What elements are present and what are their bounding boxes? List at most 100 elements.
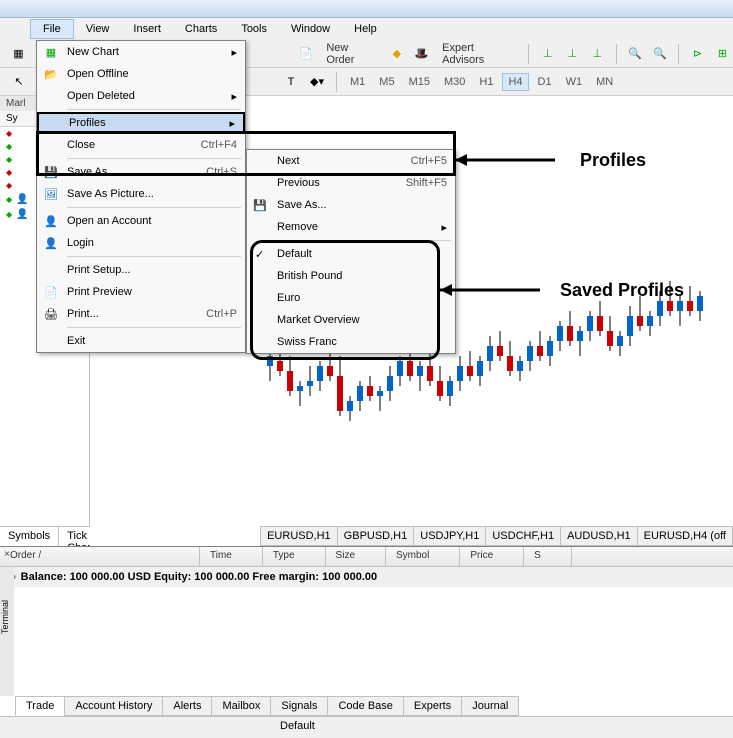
menu-bar: File View Insert Charts Tools Window Hel… bbox=[0, 18, 733, 40]
shapes-icon[interactable]: ◆▾ bbox=[306, 71, 328, 93]
chart-tab[interactable]: AUDUSD,H1 bbox=[560, 526, 638, 546]
menu-exit[interactable]: Exit bbox=[37, 330, 245, 352]
terminal-side-label: Terminal bbox=[0, 567, 14, 696]
close-icon[interactable]: × bbox=[4, 549, 10, 560]
new-order-button[interactable]: New Order bbox=[320, 42, 382, 66]
menu-window[interactable]: Window bbox=[279, 20, 342, 38]
separator bbox=[336, 72, 337, 92]
text-icon[interactable]: T bbox=[280, 71, 302, 93]
terminal-panel: × Terminal Order / Time Type Size Symbol… bbox=[0, 546, 733, 716]
arrow-profiles bbox=[455, 145, 575, 175]
col-order[interactable]: Order / bbox=[0, 547, 200, 566]
chart-tab[interactable]: USDJPY,H1 bbox=[413, 526, 486, 546]
save-icon: 💾 bbox=[43, 164, 59, 180]
submenu-swiss-franc[interactable]: Swiss Franc bbox=[247, 331, 455, 353]
submenu-euro[interactable]: Euro bbox=[247, 287, 455, 309]
col-time[interactable]: Time bbox=[200, 547, 263, 566]
menu-file[interactable]: File bbox=[30, 19, 74, 39]
title-bar bbox=[0, 0, 733, 18]
chart-icon[interactable]: ⊞ bbox=[712, 43, 733, 65]
save-icon: 💾 bbox=[253, 199, 267, 212]
chart-tabs: EURUSD,H1 GBPUSD,H1 USDJPY,H1 USDCHF,H1 … bbox=[261, 526, 733, 546]
tab-code-base[interactable]: Code Base bbox=[327, 696, 403, 716]
zoom-in-icon[interactable]: 🔍 bbox=[625, 43, 646, 65]
chart-tab[interactable]: GBPUSD,H1 bbox=[337, 526, 415, 546]
menu-profiles[interactable]: Profiles▸ bbox=[37, 112, 245, 134]
menu-login[interactable]: 👤Login bbox=[37, 232, 245, 254]
account-icon: 👤 bbox=[43, 213, 59, 229]
menu-save-as[interactable]: 💾Save AsCtrl+S bbox=[37, 161, 245, 183]
submenu-previous[interactable]: PreviousShift+F5 bbox=[247, 172, 455, 194]
separator bbox=[678, 44, 679, 64]
tab-account-history[interactable]: Account History bbox=[64, 696, 163, 716]
menu-open-offline[interactable]: 📂Open Offline bbox=[37, 63, 245, 85]
menu-insert[interactable]: Insert bbox=[121, 20, 173, 38]
menu-charts[interactable]: Charts bbox=[173, 20, 229, 38]
menu-help[interactable]: Help bbox=[342, 20, 389, 38]
left-tabs: Symbols Tick Chart bbox=[0, 526, 89, 546]
col-symbol[interactable]: Symbol bbox=[386, 547, 460, 566]
new-chart-icon: ▦ bbox=[43, 44, 59, 60]
menu-close[interactable]: CloseCtrl+F4 bbox=[37, 134, 245, 156]
chart-tab[interactable]: EURUSD,H4 (off bbox=[637, 526, 733, 546]
zoom-out-icon[interactable]: 🔍 bbox=[649, 43, 670, 65]
submenu-default[interactable]: ✓Default bbox=[247, 243, 455, 265]
new-order-icon[interactable]: 📄 bbox=[295, 43, 316, 65]
expert-icon[interactable]: 🎩 bbox=[411, 43, 432, 65]
callout-profiles: Profiles bbox=[580, 150, 646, 171]
tab-alerts[interactable]: Alerts bbox=[162, 696, 212, 716]
col-s[interactable]: S bbox=[524, 547, 572, 566]
chart-icon[interactable]: ⊥ bbox=[562, 43, 583, 65]
submenu-next[interactable]: NextCtrl+F5 bbox=[247, 150, 455, 172]
tab-symbols[interactable]: Symbols bbox=[0, 527, 59, 546]
menu-open-account[interactable]: 👤Open an Account bbox=[37, 210, 245, 232]
alert-icon[interactable]: ◆ bbox=[386, 43, 407, 65]
tf-m1[interactable]: M1 bbox=[345, 74, 370, 90]
tf-m30[interactable]: M30 bbox=[439, 74, 470, 90]
tool-icon[interactable]: ▦ bbox=[8, 43, 29, 65]
menu-print[interactable]: 🖨Print...Ctrl+P bbox=[37, 303, 245, 325]
menu-print-setup[interactable]: Print Setup... bbox=[37, 259, 245, 281]
cursor-icon[interactable]: ↖ bbox=[8, 71, 30, 93]
menu-view[interactable]: View bbox=[74, 20, 122, 38]
tf-d1[interactable]: D1 bbox=[533, 74, 557, 90]
chart-tab[interactable]: EURUSD,H1 bbox=[260, 526, 338, 546]
col-price[interactable]: Price bbox=[460, 547, 524, 566]
login-icon: 👤 bbox=[43, 235, 59, 251]
chart-tab[interactable]: USDCHF,H1 bbox=[485, 526, 561, 546]
menu-new-chart[interactable]: ▦New Chart▸ bbox=[37, 41, 245, 63]
tab-experts[interactable]: Experts bbox=[403, 696, 462, 716]
profiles-submenu: NextCtrl+F5 PreviousShift+F5 💾Save As...… bbox=[246, 149, 456, 354]
print-preview-icon: 📄 bbox=[43, 284, 59, 300]
col-type[interactable]: Type bbox=[263, 547, 326, 566]
tf-w1[interactable]: W1 bbox=[561, 74, 588, 90]
tf-mn[interactable]: MN bbox=[591, 74, 618, 90]
tf-h4[interactable]: H4 bbox=[502, 73, 528, 91]
terminal-tabs: Trade Account History Alerts Mailbox Sig… bbox=[15, 696, 518, 716]
chart-icon[interactable]: ⊳ bbox=[687, 43, 708, 65]
tab-journal[interactable]: Journal bbox=[461, 696, 519, 716]
tf-m5[interactable]: M5 bbox=[374, 74, 399, 90]
separator bbox=[616, 44, 617, 64]
menu-open-deleted[interactable]: Open Deleted▸ bbox=[37, 85, 245, 107]
submenu-remove[interactable]: Remove▸ bbox=[247, 216, 455, 238]
tf-m15[interactable]: M15 bbox=[404, 74, 435, 90]
menu-save-as-picture[interactable]: 🖼Save As Picture... bbox=[37, 183, 245, 205]
expert-advisors-button[interactable]: Expert Advisors bbox=[436, 42, 520, 66]
col-size[interactable]: Size bbox=[326, 547, 386, 566]
tab-signals[interactable]: Signals bbox=[270, 696, 328, 716]
tab-trade[interactable]: Trade bbox=[15, 696, 65, 716]
chart-icon[interactable]: ⊥ bbox=[587, 43, 608, 65]
menu-tools[interactable]: Tools bbox=[229, 20, 279, 38]
separator bbox=[528, 44, 529, 64]
terminal-header: Order / Time Type Size Symbol Price S bbox=[0, 547, 733, 567]
chart-icon[interactable]: ⊥ bbox=[537, 43, 558, 65]
submenu-market-overview[interactable]: Market Overview bbox=[247, 309, 455, 331]
submenu-british-pound[interactable]: British Pound bbox=[247, 265, 455, 287]
submenu-save-as[interactable]: 💾Save As... bbox=[247, 194, 455, 216]
print-icon: 🖨 bbox=[43, 306, 59, 322]
menu-print-preview[interactable]: 📄Print Preview bbox=[37, 281, 245, 303]
tf-h1[interactable]: H1 bbox=[474, 74, 498, 90]
menu-separator bbox=[67, 256, 241, 257]
tab-mailbox[interactable]: Mailbox bbox=[211, 696, 271, 716]
